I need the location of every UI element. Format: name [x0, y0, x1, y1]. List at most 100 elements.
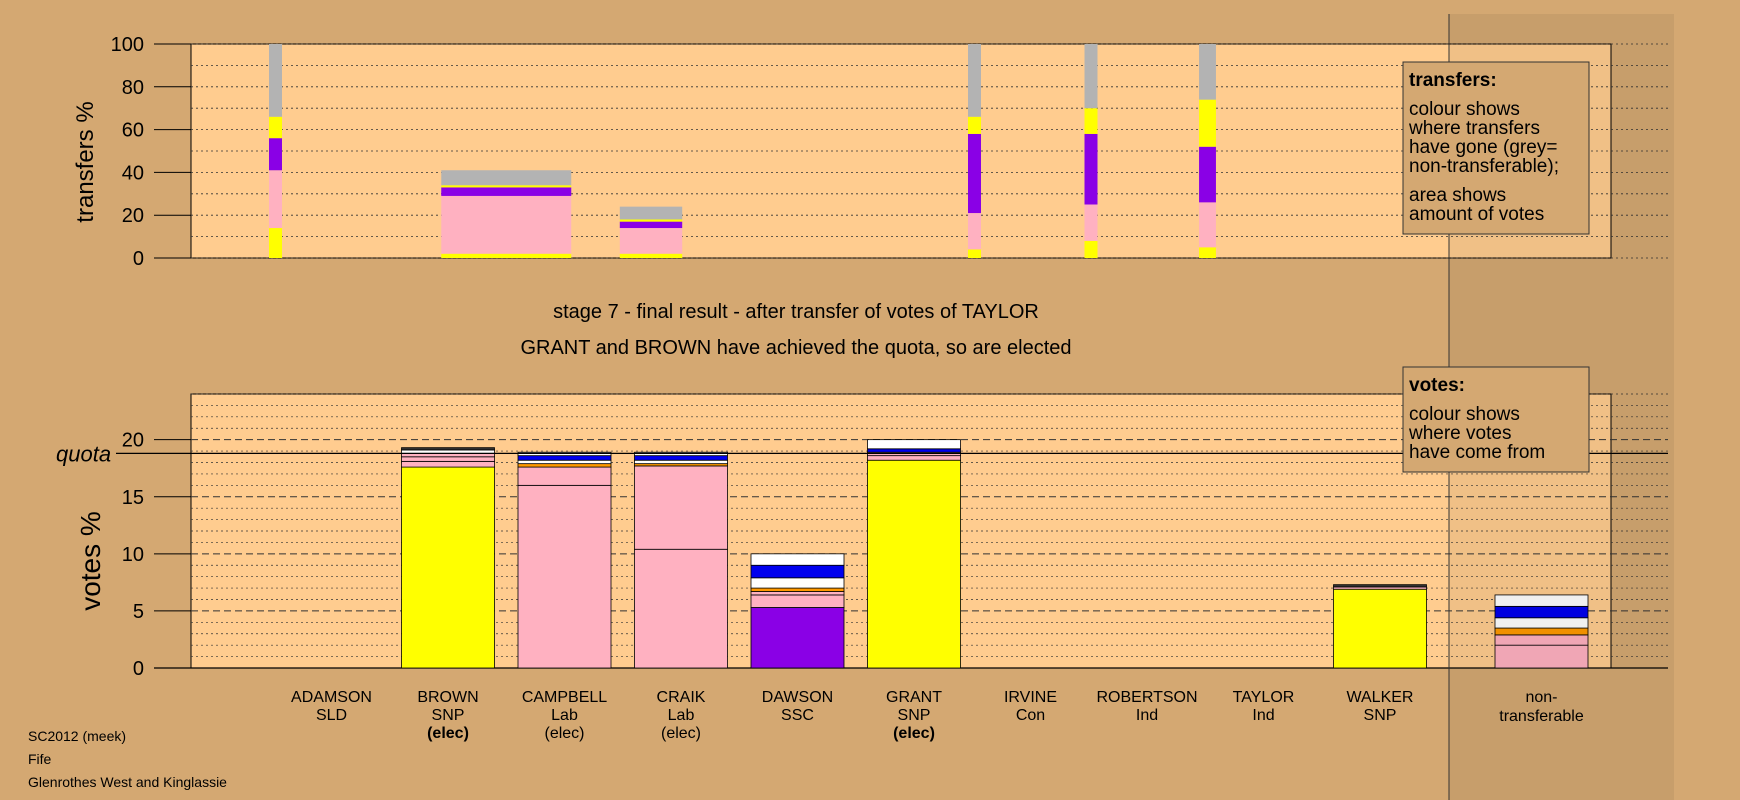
transfers-tick-label: 60 [122, 120, 144, 142]
vote-segment-dawson [750, 594, 845, 608]
transfer-segment-craik [619, 228, 683, 254]
candidate-party: Ind [1252, 707, 1274, 724]
vote-segment-dawson [750, 591, 845, 596]
transfers-tick-label: 20 [122, 205, 144, 227]
legend-votes-line: have come from [1409, 442, 1545, 463]
candidate-party: SLD [316, 707, 347, 724]
votes-tick-label: 20 [122, 430, 144, 452]
vote-segment-brown [401, 466, 495, 669]
votes-tick-label: 5 [133, 601, 144, 623]
transfers-tick-label: 40 [122, 162, 144, 184]
quota-label: quota [56, 441, 111, 466]
candidate-name: WALKER [1347, 689, 1414, 706]
vote-segment-grant [867, 459, 961, 669]
transfer-segment-robertson [1084, 204, 1098, 241]
transfer-segment-robertson [1084, 44, 1098, 109]
transfer-segment-irvine [968, 116, 981, 134]
footer-source: SC2012 (meek) [28, 728, 126, 744]
candidate-party: SNP [898, 707, 931, 724]
legend-transfers-box [1402, 61, 1590, 235]
transfer-segment-irvine [968, 213, 981, 250]
transfer-segment-craik [619, 253, 683, 258]
transfers-panel: 0 20 40 60 80 100 transfers % [72, 34, 1668, 270]
candidate-name: TAYLOR [1233, 689, 1295, 706]
transfer-segment-adamson [269, 170, 282, 229]
candidate-name: IRVINE [1004, 689, 1057, 706]
transfer-segment-campbell [441, 187, 572, 196]
legend-votes-title: votes: [1409, 375, 1465, 396]
candidate-name: non- [1525, 689, 1557, 706]
transfer-segment-robertson [1084, 240, 1098, 258]
transfer-segment-taylor [1199, 99, 1216, 147]
vote-segment-campbell [517, 455, 612, 461]
vote-segment-brown [401, 460, 495, 468]
candidate-party: Ind [1136, 707, 1158, 724]
transfer-segment-taylor [1199, 44, 1216, 100]
vote-segment-craik [634, 465, 728, 550]
transfer-segment-taylor [1199, 146, 1216, 203]
transfers-tick-label: 0 [133, 248, 144, 270]
vote-segment-dawson [750, 553, 845, 566]
vote-segment-dawson [750, 587, 845, 592]
legend-votes: votes: colour shows where votes have com… [1402, 366, 1590, 473]
candidate-party: SSC [781, 707, 814, 724]
transfer-segment-adamson [269, 228, 282, 258]
legend-votes-line: colour shows [1409, 404, 1520, 425]
candidate-status: (elec) [893, 725, 935, 742]
transfer-segment-craik [619, 221, 683, 229]
votes-tick-label: 0 [133, 658, 144, 680]
transfers-y-axis-label: transfers % [72, 101, 99, 222]
candidate-labels: ADAMSONSLDBROWNSNP(elec)CAMPBELLLab(elec… [291, 689, 1584, 742]
candidate-name: CRAIK [657, 689, 706, 706]
vote-segment-brown [401, 456, 495, 462]
candidate-name: ROBERTSON [1096, 689, 1197, 706]
vote-segment-grant [867, 448, 961, 453]
transfer-segment-adamson [269, 116, 282, 139]
transfer-segment-taylor [1199, 247, 1216, 258]
vote-segment-campbell [517, 484, 612, 669]
legend-transfers-line: area shows [1409, 185, 1506, 206]
transfer-segment-campbell [441, 195, 572, 254]
transfer-segment-irvine [968, 44, 981, 117]
votes-tick-label: 15 [122, 487, 144, 509]
transfer-segment-campbell [441, 185, 572, 188]
transfer-segment-adamson [269, 138, 282, 171]
votes-y-axis-label: votes % [75, 511, 106, 611]
vote-segment-campbell [517, 463, 612, 468]
transfer-segment-craik [619, 206, 683, 220]
legend-transfers-line: non-transferable); [1409, 156, 1559, 177]
transfer-segment-irvine [968, 249, 981, 258]
candidate-name: ADAMSON [291, 689, 372, 706]
transfers-bars [269, 44, 1216, 258]
legend-transfers-line: have gone (grey= [1409, 137, 1557, 158]
vote-segment-dawson [750, 577, 845, 589]
footer-council: Fife [28, 751, 52, 767]
transfer-segment-robertson [1084, 133, 1098, 205]
candidate-name: BROWN [417, 689, 478, 706]
vote-segment-dawson [750, 564, 845, 579]
elected-title: GRANT and BROWN have achieved the quota,… [520, 337, 1071, 359]
vote-segment-craik [634, 459, 728, 465]
legend-votes-box [1402, 366, 1590, 473]
candidate-status: (elec) [544, 725, 584, 742]
transfer-segment-taylor [1199, 202, 1216, 248]
vote-segment-grant [867, 455, 961, 461]
transfer-segment-campbell [441, 170, 572, 186]
candidate-name: CAMPBELL [522, 689, 607, 706]
transfer-segment-robertson [1084, 108, 1098, 134]
vote-segment-grant [867, 439, 961, 450]
candidate-status: (elec) [661, 725, 701, 742]
candidate-party: Con [1016, 707, 1045, 724]
legend-transfers-line: amount of votes [1409, 204, 1544, 225]
vote-segment-craik [634, 548, 728, 669]
votes-tick-label: 10 [122, 544, 144, 566]
votes-y-ticks: 0 5 10 15 20 [122, 430, 191, 680]
vote-segment-non- [1494, 594, 1589, 607]
votes-bars [401, 439, 1589, 669]
footer-ward: Glenrothes West and Kinglassie [28, 774, 227, 790]
candidate-party: SNP [1364, 707, 1397, 724]
vote-segment-brown [401, 447, 495, 451]
transfer-segment-adamson [269, 44, 282, 117]
